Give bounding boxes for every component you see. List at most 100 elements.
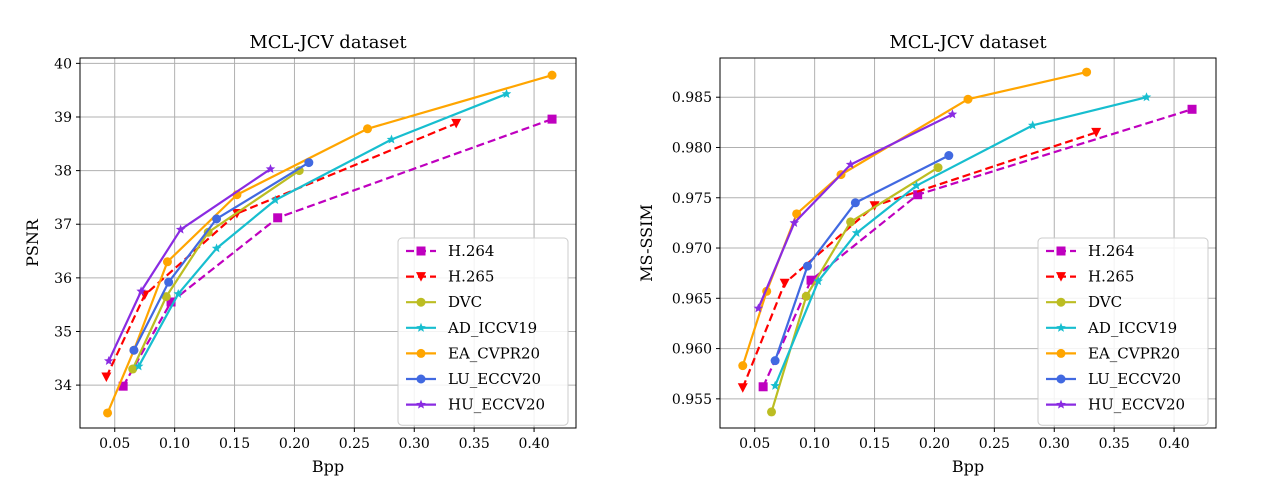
series-ad-iccv19 [770, 92, 1152, 390]
y-tick-label: 38 [54, 164, 72, 180]
x-tick-label: 0.20 [919, 436, 950, 452]
data-point-marker [789, 217, 800, 227]
data-point-marker [270, 195, 281, 205]
chart-panel-2: 0.05 0.10 0.15 0.20 0.25 0.30 0.35 0.40 0.955 0.9… [637, 32, 1217, 476]
y-tick-label: 0.975 [672, 191, 712, 207]
legend-label: AD_ICCV19 [447, 319, 537, 337]
series-line [131, 169, 300, 370]
y-tick-label: 37 [54, 217, 72, 233]
series-line [741, 131, 1097, 389]
legend-marker [1056, 272, 1066, 282]
data-point-marker [386, 134, 397, 144]
data-point-marker [211, 243, 222, 253]
series-lu-eccv20 [129, 158, 314, 355]
legend-marker [416, 348, 426, 358]
data-point-marker [451, 118, 462, 129]
data-point-marker [118, 381, 128, 391]
legend-marker [1056, 297, 1066, 307]
data-point-marker [129, 345, 139, 355]
data-point-marker [792, 209, 802, 219]
series-line [107, 168, 272, 362]
data-point-marker [1141, 92, 1152, 102]
legend-marker [1056, 322, 1066, 332]
data-point-marker [162, 257, 172, 267]
chart-title: MCL-JCV dataset [249, 32, 407, 53]
x-tick-label: 0.25 [339, 436, 370, 452]
y-tick-label: 0.985 [672, 90, 712, 106]
y-tick-label: 39 [54, 110, 72, 126]
x-tick-label: 0.30 [1039, 436, 1070, 452]
data-point-marker [1082, 67, 1092, 77]
data-point-marker [1091, 127, 1102, 138]
series-line [774, 154, 950, 361]
data-point-marker [770, 356, 780, 366]
data-point-marker [133, 361, 144, 371]
y-tick-label: 35 [54, 324, 72, 340]
series-line [741, 71, 1087, 366]
legend-label: LU_ECCV20 [448, 370, 541, 388]
series-lu-eccv20 [770, 151, 954, 366]
data-point-marker [913, 190, 923, 200]
x-tick-label: 0.30 [399, 436, 430, 452]
data-point-marker [850, 198, 860, 208]
legend-label: H.264 [1088, 242, 1134, 260]
x-tick-label: 0.20 [279, 436, 310, 452]
legend-label: LU_ECCV20 [1088, 370, 1181, 388]
series-hu-eccv20 [753, 109, 958, 313]
data-point-marker [294, 166, 304, 176]
data-point-marker [265, 164, 276, 174]
legend-marker [416, 272, 426, 282]
series-line [132, 161, 310, 351]
x-tick-label: 0.25 [979, 436, 1010, 452]
legend-label: HU_ECCV20 [448, 396, 545, 414]
data-point-marker [166, 297, 176, 307]
data-point-marker [770, 380, 780, 390]
y-axis-label: MS-SSIM [637, 204, 656, 282]
legend-label: AD_ICCV19 [1087, 319, 1177, 337]
legend-box [397, 237, 569, 426]
legend-label: EA_CVPR20 [1088, 344, 1180, 362]
data-point-marker [547, 70, 557, 80]
x-tick-label: 0.10 [799, 436, 830, 452]
data-point-marker [501, 88, 512, 98]
x-tick-label: 0.10 [159, 436, 190, 452]
data-point-marker [304, 158, 314, 168]
x-tick-label: 0.40 [518, 436, 549, 452]
y-tick-label: 0.960 [672, 342, 712, 358]
chart-panel-1: 0.05 0.10 0.15 0.20 0.25 0.30 0.35 0.40 34 35 36 37… [23, 32, 577, 476]
series-line [757, 113, 953, 309]
data-point-marker [933, 163, 943, 173]
data-point-marker [273, 213, 283, 223]
legend-label: H.265 [1088, 268, 1134, 286]
x-tick-label: 0.35 [1099, 436, 1130, 452]
data-point-marker [1027, 120, 1038, 130]
legend-label: DVC [448, 293, 482, 311]
data-point-marker [806, 275, 816, 285]
data-point-marker [173, 288, 183, 298]
x-tick-label: 0.05 [99, 436, 130, 452]
data-point-marker [104, 355, 114, 366]
data-point-marker [547, 114, 557, 124]
legend-marker [416, 399, 426, 409]
x-tick-label: 0.05 [739, 436, 770, 452]
data-point-marker [103, 408, 113, 418]
data-point-marker [128, 364, 138, 374]
legend-marker [1056, 246, 1066, 256]
series-line [137, 92, 507, 367]
data-point-marker [801, 291, 811, 301]
y-tick-label: 40 [54, 56, 72, 72]
data-point-marker [161, 292, 171, 302]
data-point-marker [947, 109, 958, 119]
y-axis-label: PSNR [23, 218, 42, 267]
legend-marker [1056, 374, 1066, 384]
data-point-marker [779, 278, 790, 289]
series-h-264 [118, 114, 557, 391]
data-point-marker [753, 303, 764, 313]
data-point-marker [164, 277, 174, 287]
series-ad-iccv19 [133, 88, 512, 371]
data-point-marker [944, 151, 954, 161]
legend: H.264 H.265 DVC AD_ICCV19 EA_CVPR20 LU_ECCV20… [397, 237, 569, 426]
data-point-marker [758, 382, 768, 392]
data-point-marker [846, 217, 856, 227]
